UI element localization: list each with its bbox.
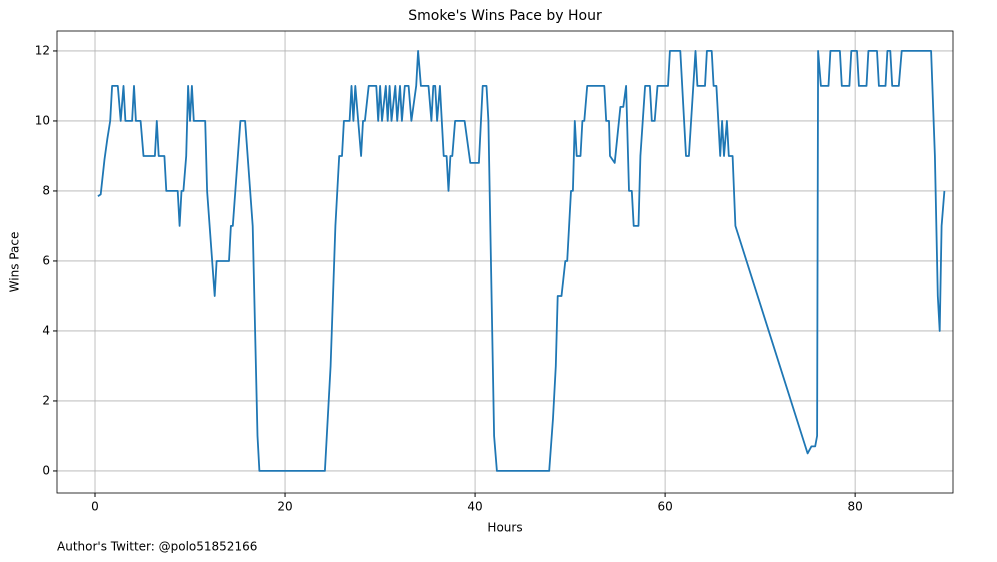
y-tick-label: 10: [35, 113, 50, 127]
chart-title: Smoke's Wins Pace by Hour: [408, 8, 602, 24]
footer-note: Author's Twitter: @polo51852166: [57, 540, 257, 554]
y-tick-label: 0: [42, 463, 50, 477]
y-tick-label: 8: [42, 183, 50, 197]
y-tick-label: 12: [35, 43, 50, 57]
plot-frame: [56, 30, 954, 494]
x-axis-label: Hours: [487, 521, 522, 535]
data-line: [97, 50, 946, 472]
x-tick-label: 60: [657, 500, 672, 514]
x-tick-label: 80: [847, 500, 862, 514]
y-axis-label: Wins Pace: [8, 232, 22, 293]
y-tick-label: 4: [42, 323, 50, 337]
x-tick-label: 20: [277, 500, 292, 514]
x-tick-label: 40: [467, 500, 482, 514]
y-tick-label: 6: [42, 253, 50, 267]
y-tick-label: 2: [42, 393, 50, 407]
x-tick-label: 0: [91, 500, 99, 514]
